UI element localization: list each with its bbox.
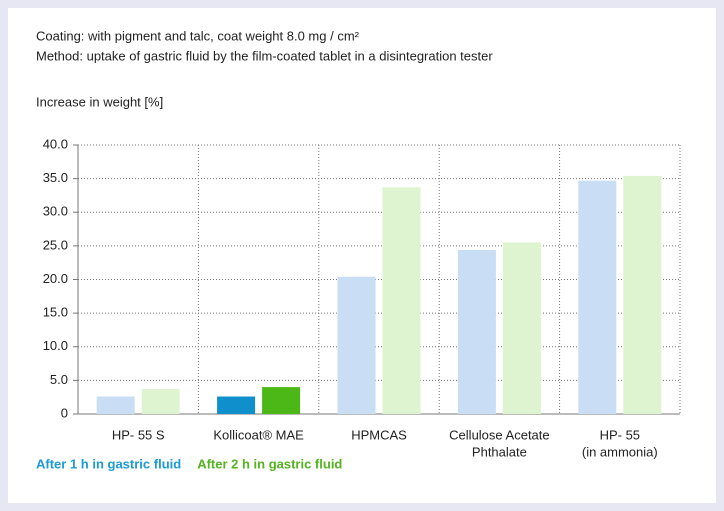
chart-title: Coating: with pigment and talc, coat wei… [36,28,360,43]
y-tick-label: 30.0 [43,204,68,219]
x-tick-label: Kollicoat® MAE [213,427,304,442]
legend-label: After 1 h in gastric fluid [36,456,181,471]
y-tick-label: 25.0 [43,237,68,252]
bar [262,387,301,414]
x-tick-label: HPMCAS [351,427,407,442]
bar [578,180,617,414]
x-tick-label: HP- 55 S [112,427,165,442]
bar [141,389,180,414]
bar [337,276,376,414]
x-tick-label: (in ammonia) [582,444,658,459]
x-tick-label: Cellulose Acetate [449,427,549,442]
y-tick-label: 20.0 [43,271,68,286]
bar [457,249,496,414]
legend-label: After 2 h in gastric fluid [197,456,342,471]
bar [502,242,541,414]
bar [217,396,256,414]
x-tick-label: Phthalate [472,444,527,459]
bar [623,175,662,414]
chart-subtitle: Method: uptake of gastric fluid by the f… [36,48,493,63]
bar [96,396,135,414]
bar [382,187,421,414]
y-tick-label: 40.0 [43,136,68,151]
y-tick-label: 15.0 [43,305,68,320]
y-tick-label: 10.0 [43,338,68,353]
y-tick-label: 35.0 [43,170,68,185]
y-tick-label: 0 [61,405,68,420]
y-tick-label: 5.0 [50,372,68,387]
x-tick-label: HP- 55 [600,427,640,442]
y-axis-label: Increase in weight [%] [36,94,163,109]
